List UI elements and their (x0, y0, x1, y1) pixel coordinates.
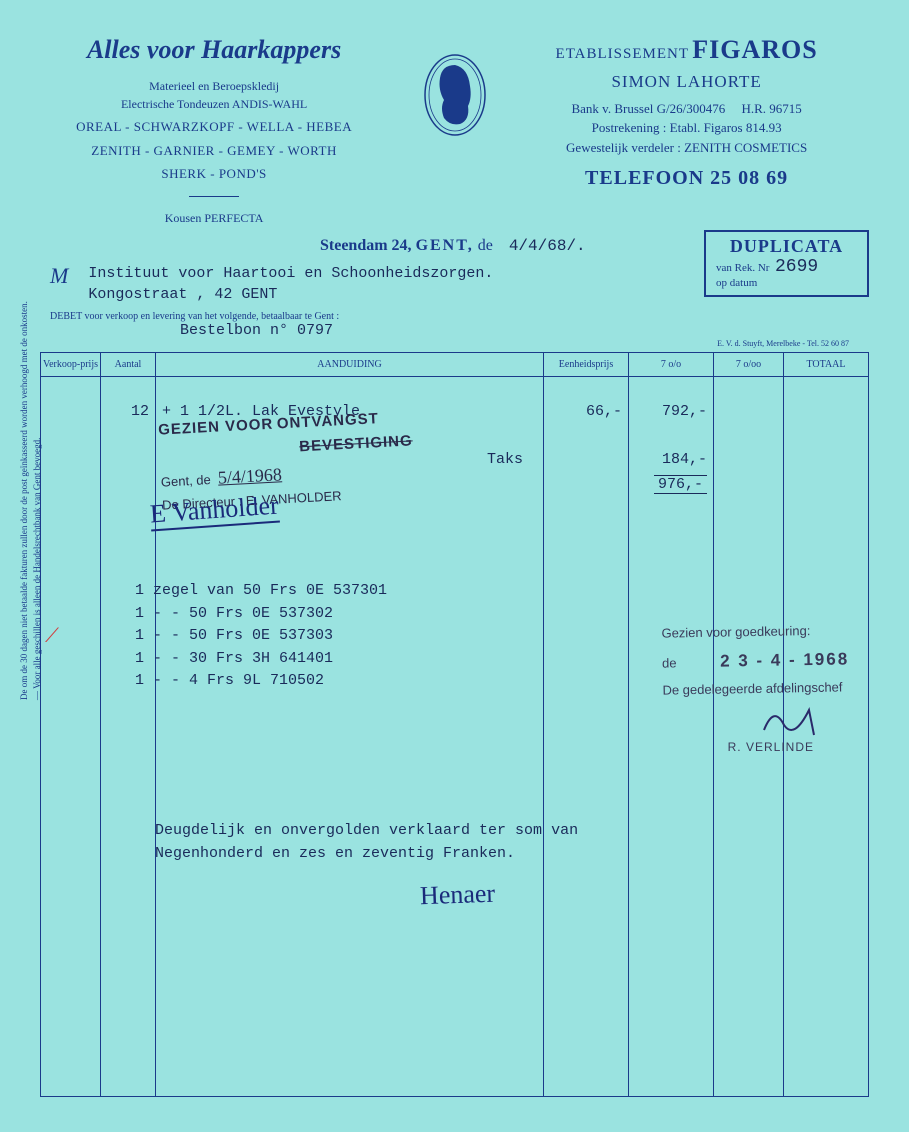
kousen-perfecta: Kousen PERFECTA (40, 209, 388, 227)
duplicata-title: DUPLICATA (716, 236, 857, 257)
table-header-row: Verkoop-prijs Aantal AANDUIDING Eenheids… (41, 353, 869, 377)
verdeler-line: Gewestelijk verdeler : ZENITH COSMETICS (504, 138, 869, 158)
declaration-line-2: Negenhonderd en zes en zeventig Franken. (155, 843, 578, 866)
stamp-gezien: GEZIEN VOOR (158, 416, 274, 439)
cell-total: 976,- (629, 473, 714, 497)
col-aantal: Aantal (101, 353, 156, 377)
bestelbon-number: Bestelbon n° 0797 (180, 322, 869, 339)
vertical-fine-print: De om de 30 dagen niet betaalde fakturen… (18, 200, 43, 700)
stamp-date-handwritten: 5/4/1968 (217, 464, 282, 487)
op-datum-label: op datum (716, 277, 857, 289)
hr-number: H.R. 96715 (741, 101, 801, 116)
stamp-line-2: 1 - - 50 Frs 0E 537302 (135, 603, 387, 626)
table-row (41, 545, 869, 569)
header-right: ETABLISSEMENT FIGAROS SIMON LAHORTE Bank… (504, 30, 869, 227)
cell-pct: 792,- (629, 401, 714, 425)
figaros-name: FIGAROS (692, 35, 817, 64)
table-row (41, 785, 869, 809)
table-row (41, 977, 869, 1001)
brands-line-1: OREAL - SCHWARZKOPF - WELLA - HEBEA (40, 117, 388, 137)
col-aanduiding: AANDUIDING (156, 353, 544, 377)
approval-line-3: De gedelegeerde afdelingschef (662, 675, 850, 703)
city: GENT, (416, 237, 474, 254)
company-line: ETABLISSEMENT FIGAROS (504, 30, 869, 69)
col-eenheidsprijs: Eenheidsprijs (544, 353, 629, 377)
recipient-line-1: Instituut voor Haartooi en Schoonheidszo… (88, 263, 493, 284)
stamp-line-5: 1 - - 4 Frs 9L 710502 (135, 670, 387, 693)
brands-line-3: SHERK - POND'S (40, 164, 388, 184)
col-verkoopprijs: Verkoop-prijs (41, 353, 101, 377)
telefoon: TELEFOON 25 08 69 (504, 163, 869, 193)
table-row (41, 1025, 869, 1049)
verlinde-name: R. VERLINDE (728, 740, 814, 754)
approval-de: de (662, 655, 677, 670)
cell-ehp: 66,- (544, 401, 629, 425)
recipient-line-2: Kongostraat , 42 GENT (88, 284, 493, 305)
brands-line-2: ZENITH - GARNIER - GEMEY - WORTH (40, 141, 388, 161)
invoice-date: 4/4/68/. (509, 237, 586, 255)
sub-material: Materieel en Beroepskledij (40, 77, 388, 95)
signature-bottom: Henaer (419, 879, 495, 912)
stamp-bevestiging-struck: BEVESTIGING (299, 432, 413, 455)
header-left: Alles voor Haarkappers Materieel en Bero… (40, 30, 388, 227)
cameo-logo-icon (420, 50, 490, 145)
col-totaal: TOTAAL (784, 353, 869, 377)
table-row (41, 953, 869, 977)
debet-line: DEBET voor verkoop en levering van het v… (50, 311, 869, 322)
bank-info: Bank v. Brussel G/26/300476 (571, 101, 725, 116)
stamp-ontvangst: ONTVANGST (276, 410, 379, 432)
col-7pct: 7 o/o (629, 353, 714, 377)
table-row (41, 1001, 869, 1025)
printer-credit: E. V. d. Stuyft, Merelbeke - Tel. 52 60 … (40, 339, 849, 348)
van-rek-row: van Rek. Nr 2699 (716, 257, 857, 277)
duplicata-box: DUPLICATA van Rek. Nr 2699 op datum (704, 230, 869, 297)
owner-name: SIMON LAHORTE (504, 69, 869, 95)
etablissement-label: ETABLISSEMENT (556, 46, 689, 62)
cell-aantal: 12 (101, 401, 156, 425)
table-row (41, 1073, 869, 1097)
street: Steendam 24, (320, 237, 412, 254)
cell-taks-value: 184,- (629, 449, 714, 473)
postrekening: Postrekening : Etabl. Figaros 814.93 (504, 118, 869, 138)
recipient-address: Instituut voor Haartooi en Schoonheidszo… (88, 263, 493, 305)
rek-number: 2699 (775, 257, 818, 277)
de-label: de (478, 237, 493, 254)
van-rek-label: van Rek. Nr (716, 262, 769, 274)
stamp-line-4: 1 - - 30 Frs 3H 641401 (135, 648, 387, 671)
approval-line-1: Gezien voor goedkeuring: (661, 618, 849, 646)
fine-print-1: De om de 30 dagen niet betaalde fakturen… (19, 301, 29, 700)
fiscal-stamps-list: 1 zegel van 50 Frs 0E 537301 1 - - 50 Fr… (135, 580, 387, 693)
declaration-text: Deugdelijk en onvergolden verklaard ter … (155, 820, 578, 865)
table-row (41, 377, 869, 401)
col-7pm: 7 o/oo (714, 353, 784, 377)
approval-stamp: Gezien voor goedkeuring: de 2 3 - 4 - 19… (661, 618, 850, 703)
table-row (41, 713, 869, 737)
table-row (41, 761, 869, 785)
red-checkmark-icon: ⟋ (45, 625, 59, 648)
table-row (41, 1049, 869, 1073)
bank-line: Bank v. Brussel G/26/300476 H.R. 96715 (504, 99, 869, 119)
declaration-line-1: Deugdelijk en onvergolden verklaard ter … (155, 820, 578, 843)
approval-date: 2 3 - 4 - 1968 (720, 649, 849, 670)
script-title: Alles voor Haarkappers (40, 30, 388, 69)
stamp-gent-de: Gent, de (161, 472, 212, 490)
table-row (41, 929, 869, 953)
stamp-line-1: 1 zegel van 50 Frs 0E 537301 (135, 580, 387, 603)
sub-tondeuzen: Electrische Tondeuzen ANDIS-WAHL (40, 95, 388, 113)
stamp-line-3: 1 - - 50 Frs 0E 537303 (135, 625, 387, 648)
fine-print-2: — Voor alle geschillen is alleen de Hand… (32, 438, 42, 700)
m-label: M (50, 263, 68, 289)
